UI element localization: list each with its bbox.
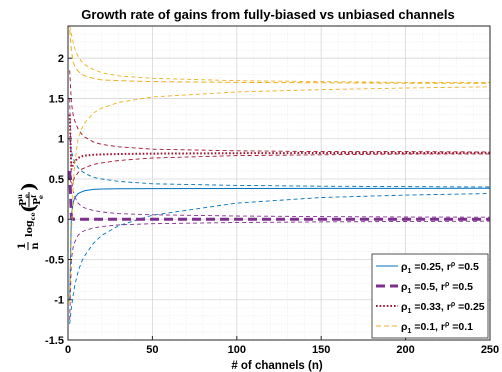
- y-label-open-paren: (: [18, 204, 40, 213]
- legend-label: ρ1 =0.1, rρ =0.1: [401, 321, 473, 335]
- x-tick-label: 50: [146, 344, 158, 356]
- series-1-upper-bound: [69, 138, 491, 188]
- y-tick-label: 0.5: [49, 174, 64, 186]
- series-layer: [68, 25, 491, 324]
- y-tick-label: -1.5: [45, 335, 64, 347]
- legend-item: ρ1 =0.1, rρ =0.1: [376, 321, 473, 335]
- series-3: [68, 70, 491, 184]
- legend-label: ρ1 =0.25, rρ =0.5: [401, 261, 479, 275]
- legend: ρ1 =0.25, rρ =0.5 ρ1 =0.5, rρ =0.5 ρ1 =0.3…: [371, 253, 489, 339]
- y-tick-label: 1.5: [49, 93, 64, 105]
- y-label-prefix-numerator: 1: [17, 243, 28, 250]
- series-1: [69, 138, 491, 324]
- x-tick-label: 100: [228, 344, 246, 356]
- x-axis-label: # of channels (n): [231, 360, 323, 372]
- y-label-log: logce: [24, 212, 37, 237]
- y-tick-label: 2: [58, 53, 64, 65]
- legend-label: ρ1 =0.5, rρ =0.5: [401, 281, 473, 295]
- legend-label: ρ1 =0.33, rρ =0.25: [401, 301, 485, 315]
- x-tick-label: 150: [312, 344, 330, 356]
- y-label-close-paren: ): [18, 182, 40, 191]
- y-axis-label: 1 n logce ( Pue Pfe ): [16, 182, 45, 250]
- y-tick-label: 0: [58, 214, 64, 226]
- series-4-upper-bound: [69, 25, 490, 83]
- series-2-line: [68, 170, 490, 221]
- y-tick-label: -0.5: [45, 254, 64, 266]
- tick-labels: 0 50 100 150 200 250 -1.5 -1 -0.5 0 0.5 1 1.5 2: [45, 53, 499, 356]
- legend-item: ρ1 =0.5, rρ =0.5: [376, 281, 473, 295]
- plot-frame: [67, 25, 491, 341]
- y-tick-label: 1: [58, 134, 64, 146]
- series-4: [69, 25, 491, 304]
- legend-box: [371, 253, 489, 339]
- series-2-upper-bound: [69, 98, 491, 218]
- series-3-lower-bound: [69, 153, 491, 184]
- series-1-lower-bound: [69, 193, 491, 324]
- chart-title: Growth rate of gains from fully-biased v…: [81, 7, 454, 22]
- series-3-line: [68, 114, 491, 170]
- y-label-prefix-denominator: n: [30, 242, 41, 250]
- y-label-fraction-denominator: Pfe: [30, 194, 45, 205]
- legend-item: ρ1 =0.33, rρ =0.25: [376, 301, 485, 315]
- series-2-lower-bound: [69, 220, 491, 320]
- y-label-fraction-numerator: Pue: [16, 194, 31, 206]
- series-1-line: [69, 187, 491, 300]
- x-tick-label: 250: [481, 344, 499, 356]
- series-2: [68, 98, 491, 320]
- series-3-upper-bound: [69, 70, 491, 153]
- x-tick-label: 200: [396, 344, 414, 356]
- x-tick-label: 0: [65, 344, 71, 356]
- legend-item: ρ1 =0.25, rρ =0.5: [376, 261, 479, 275]
- series-4-line: [69, 29, 490, 84]
- y-tick-label: -1: [54, 295, 64, 307]
